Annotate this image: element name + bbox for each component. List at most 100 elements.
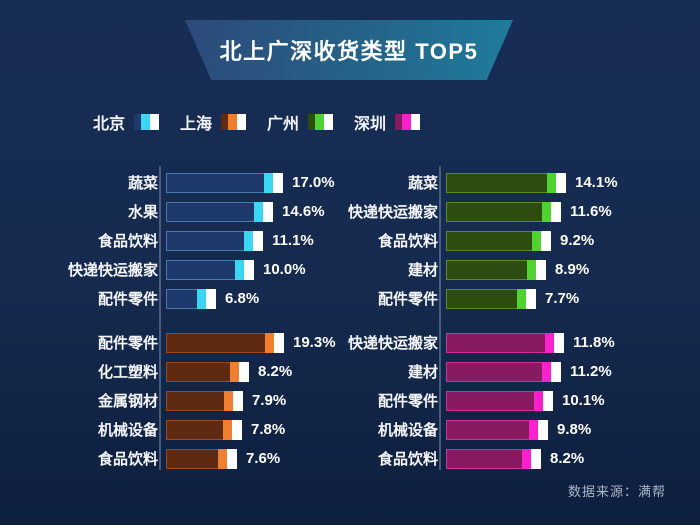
value-label: 17.0%: [292, 174, 335, 191]
bar-row: 金属钢材 7.9%: [20, 386, 360, 415]
guangzhou-swatch-icon: [308, 114, 334, 130]
value-label: 8.2%: [550, 450, 585, 467]
value-label: 19.3%: [293, 334, 336, 351]
legend-item-shanghai: 上海: [180, 110, 247, 134]
bar: [166, 288, 216, 309]
category-label: 化工塑料: [97, 364, 158, 381]
bar: [166, 448, 237, 469]
chart-shanghai: 配件零件 19.3% 化工塑料 8.2% 金属钢材 7.9% 机械设备 7.8%…: [20, 328, 360, 473]
bar: [446, 361, 561, 382]
value-label: 10.1%: [562, 392, 605, 409]
bar: [446, 172, 566, 193]
value-label: 14.6%: [282, 203, 325, 220]
bar: [446, 390, 553, 411]
value-label: 10.0%: [263, 261, 306, 278]
legend-label-guangzhou: 广州: [267, 116, 300, 133]
value-label: 9.8%: [557, 421, 592, 438]
category-label: 蔬菜: [127, 175, 158, 192]
legend-item-beijing: 北京: [93, 110, 160, 134]
bar-row: 配件零件 10.1%: [300, 386, 640, 415]
category-label: 食品饮料: [97, 451, 158, 468]
category-label: 配件零件: [97, 335, 158, 352]
bar-row: 食品饮料 11.1%: [20, 226, 360, 255]
category-label: 配件零件: [377, 393, 438, 410]
value-label: 7.7%: [545, 290, 580, 307]
legend: 北京 上海 广州 深圳: [93, 110, 421, 134]
value-label: 11.2%: [570, 363, 612, 380]
bar-row: 配件零件 19.3%: [20, 328, 360, 357]
axis-line-right: [439, 166, 441, 470]
category-label: 配件零件: [97, 291, 158, 308]
category-label: 蔬菜: [407, 175, 438, 192]
bar: [446, 332, 564, 353]
data-source: 数据来源：满帮: [567, 484, 666, 499]
bar-row: 蔬菜 17.0%: [20, 168, 360, 197]
value-label: 7.9%: [252, 392, 287, 409]
bar: [446, 259, 546, 280]
category-label: 食品饮料: [377, 451, 438, 468]
value-label: 11.6%: [570, 203, 612, 220]
bar: [166, 332, 284, 353]
value-label: 7.6%: [246, 450, 281, 467]
legend-label-shanghai: 上海: [180, 116, 213, 133]
legend-item-shenzhen: 深圳: [354, 110, 421, 134]
bar-row: 配件零件 6.8%: [20, 284, 360, 313]
bar: [446, 288, 536, 309]
value-label: 7.8%: [251, 421, 286, 438]
bar: [166, 390, 243, 411]
chart-shenzhen: 快递快运搬家 11.8% 建材 11.2% 配件零件 10.1% 机械设备 9.…: [300, 328, 640, 473]
category-label: 机械设备: [377, 422, 438, 439]
category-label: 水果: [127, 204, 158, 221]
category-label: 金属钢材: [97, 393, 158, 410]
legend-label-beijing: 北京: [93, 116, 126, 133]
page-title: 北上广深收货类型 TOP5: [219, 39, 479, 64]
category-label: 食品饮料: [377, 233, 438, 250]
value-label: 14.1%: [575, 174, 618, 191]
legend-label-shenzhen: 深圳: [354, 116, 387, 133]
value-label: 11.8%: [573, 334, 615, 351]
bar: [166, 201, 273, 222]
bar: [166, 419, 242, 440]
value-label: 8.2%: [258, 363, 293, 380]
bar: [446, 419, 548, 440]
bar: [166, 259, 254, 280]
value-label: 6.8%: [225, 290, 260, 307]
bar-row: 快递快运搬家 11.8%: [300, 328, 640, 357]
bar-row: 配件零件 7.7%: [300, 284, 640, 313]
beijing-swatch-icon: [134, 114, 160, 130]
value-label: 9.2%: [560, 232, 595, 249]
bar-row: 机械设备 9.8%: [300, 415, 640, 444]
bar: [446, 230, 551, 251]
shenzhen-swatch-icon: [395, 114, 421, 130]
chart-guangzhou: 蔬菜 14.1% 快递快运搬家 11.6% 食品饮料 9.2% 建材 8.9% …: [300, 168, 640, 313]
bar-row: 建材 8.9%: [300, 255, 640, 284]
bar-row: 食品饮料 7.6%: [20, 444, 360, 473]
bar-row: 水果 14.6%: [20, 197, 360, 226]
bar-row: 快递快运搬家 10.0%: [20, 255, 360, 284]
category-label: 食品饮料: [97, 233, 158, 250]
category-label: 建材: [407, 364, 438, 381]
category-label: 快递快运搬家: [347, 335, 438, 352]
legend-item-guangzhou: 广州: [267, 110, 334, 134]
bar: [446, 201, 561, 222]
bar-row: 食品饮料 9.2%: [300, 226, 640, 255]
bar: [446, 448, 541, 469]
category-label: 建材: [407, 262, 438, 279]
bar: [166, 172, 283, 193]
bar: [166, 230, 263, 251]
bar-row: 快递快运搬家 11.6%: [300, 197, 640, 226]
chart-beijing: 蔬菜 17.0% 水果 14.6% 食品饮料 11.1% 快递快运搬家 10.0…: [20, 168, 360, 313]
shanghai-swatch-icon: [221, 114, 247, 130]
category-label: 快递快运搬家: [347, 204, 438, 221]
category-label: 机械设备: [97, 422, 158, 439]
category-label: 快递快运搬家: [67, 262, 158, 279]
bar-row: 化工塑料 8.2%: [20, 357, 360, 386]
bar: [166, 361, 249, 382]
bar-row: 建材 11.2%: [300, 357, 640, 386]
axis-line-left: [159, 166, 161, 470]
category-label: 配件零件: [377, 291, 438, 308]
title-banner: 北上广深收货类型 TOP5: [185, 20, 513, 80]
bar-row: 蔬菜 14.1%: [300, 168, 640, 197]
bar-row: 食品饮料 8.2%: [300, 444, 640, 473]
